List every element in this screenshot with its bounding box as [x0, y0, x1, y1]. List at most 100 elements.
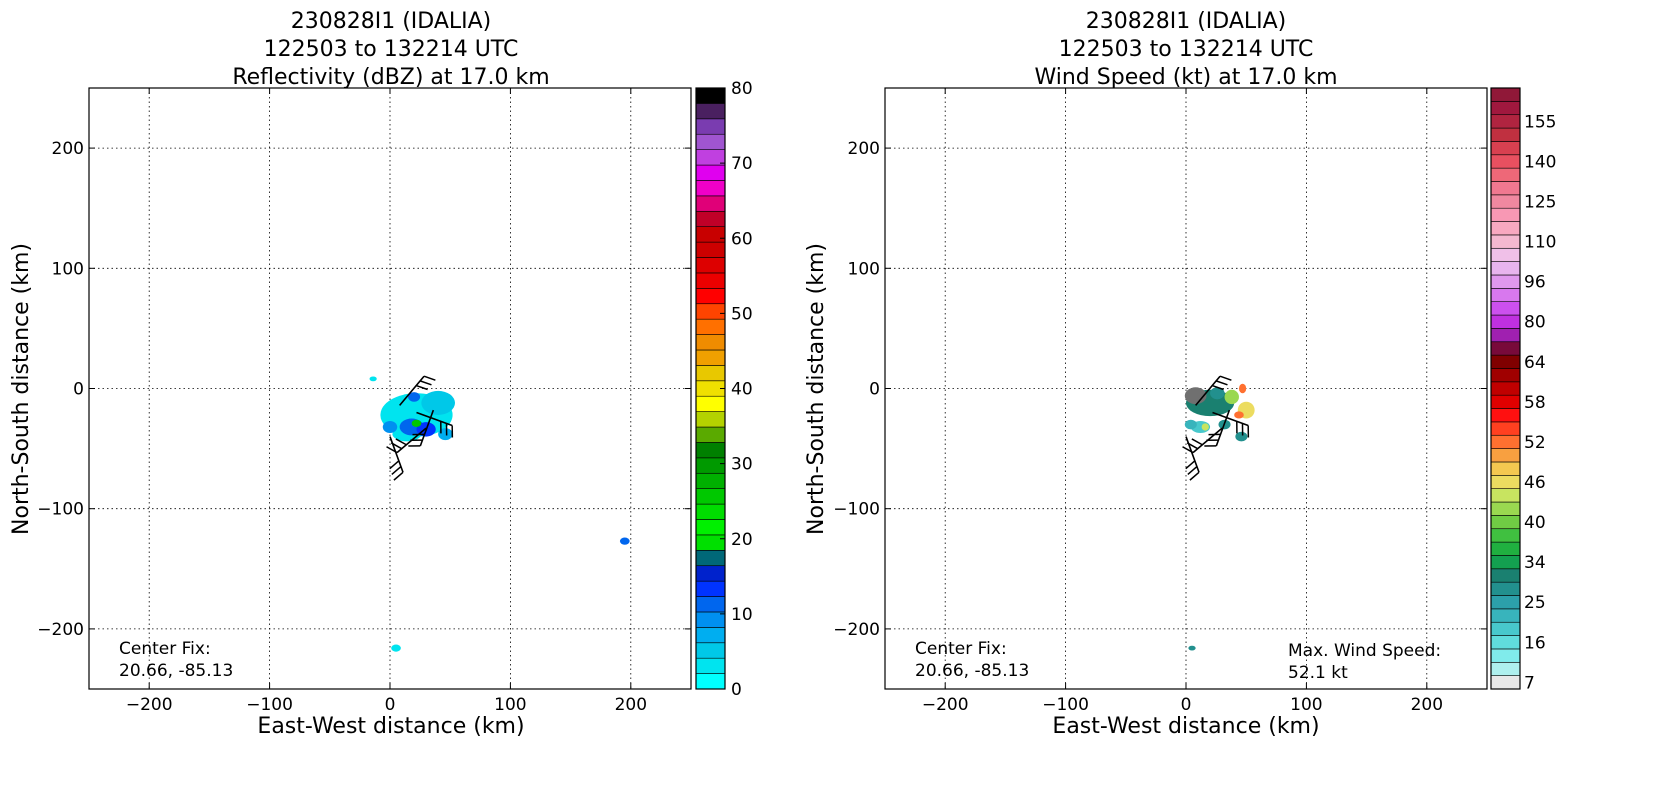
x-tick-label: 100	[1290, 695, 1322, 715]
wind-barb-flag	[1191, 438, 1203, 446]
wind-wind-barbs	[1182, 375, 1250, 481]
echo-region	[1184, 419, 1197, 430]
colorbar-segment	[1490, 341, 1521, 356]
x-tick-label: 100	[494, 695, 526, 715]
wind-speed-panel: 230828I1 (IDALIA) 122503 to 132214 UTC W…	[804, 9, 1556, 739]
echo-region	[1238, 383, 1247, 394]
reflectivity-center-fix-label: Center Fix:	[119, 639, 211, 659]
colorbar-segment	[1490, 421, 1521, 436]
reflectivity-data	[369, 376, 630, 652]
colorbar-segment	[1490, 541, 1521, 556]
colorbar-segment	[1490, 274, 1521, 289]
colorbar-frame	[1490, 87, 1521, 690]
colorbar-segment	[695, 210, 726, 227]
colorbar-segment	[695, 164, 726, 181]
echo-region	[382, 420, 398, 433]
reflectivity-xlabel: East-West distance (km)	[257, 714, 524, 739]
y-tick-label: 200	[848, 139, 880, 159]
wind-grid	[885, 88, 1487, 689]
colorbar-segment	[695, 257, 726, 274]
colorbar-segment	[695, 365, 726, 382]
colorbar-tick-label: 110	[1524, 233, 1556, 253]
colorbar-segment	[1490, 515, 1521, 530]
echo-region	[1188, 645, 1196, 651]
wind-barb-flag	[391, 466, 402, 475]
colorbar-segment	[1490, 475, 1521, 489]
colorbar-segment	[1490, 221, 1521, 236]
reflectivity-title-line-3: Reflectivity (dBZ) at 17.0 km	[232, 65, 549, 90]
reflectivity-panel: 230828I1 (IDALIA) 122503 to 132214 UTC R…	[9, 9, 753, 739]
colorbar-segment	[695, 550, 726, 567]
colorbar-segment	[1490, 301, 1521, 316]
colorbar-segment	[1490, 661, 1521, 676]
wind-barb-staff	[1212, 411, 1249, 427]
wind-title-line-2: 122503 to 132214 UTC	[1059, 37, 1314, 62]
colorbar-segment	[695, 411, 726, 428]
wind-xlabel: East-West distance (km)	[1052, 714, 1319, 739]
wind-barb-flag	[423, 375, 436, 381]
colorbar-segment	[695, 657, 726, 674]
colorbar-segment	[695, 226, 726, 243]
colorbar-segment	[695, 519, 726, 536]
echo-region	[369, 376, 377, 382]
colorbar-segment	[1490, 101, 1521, 116]
colorbar-segment	[1490, 448, 1521, 463]
colorbar-segment	[1490, 434, 1521, 449]
colorbar-tick-label: 52	[1524, 433, 1546, 453]
echo-region	[1201, 423, 1209, 431]
colorbar-segment	[695, 288, 726, 305]
reflectivity-grid	[89, 88, 691, 689]
colorbar-segment	[1490, 87, 1521, 102]
colorbar-segment	[1490, 635, 1521, 650]
echo-region	[411, 419, 422, 427]
colorbar-segment	[695, 580, 726, 597]
y-tick-label: 0	[869, 380, 880, 400]
colorbar-segment	[695, 395, 726, 412]
max-wind-speed-value: 52.1 kt	[1288, 663, 1348, 683]
wind-axis-ticks: −200 −100 0 100 200 −200 −100 0 100 200	[833, 88, 1487, 715]
colorbar-segment	[695, 103, 726, 120]
colorbar-tick-label: 30	[731, 455, 753, 475]
max-wind-speed-label: Max. Wind Speed:	[1288, 641, 1441, 661]
y-tick-label: 200	[52, 139, 84, 159]
echo-region	[1235, 431, 1248, 442]
wind-colorbar: 7 16 25 34 40 46 52 58 64 80 96 110 125 140 155	[1490, 87, 1556, 693]
wind-barb-flag	[395, 438, 407, 446]
colorbar-segment	[1490, 261, 1521, 276]
colorbar-segment	[1490, 141, 1521, 156]
wind-barb-staff	[399, 375, 425, 406]
colorbar-segment	[1490, 127, 1521, 142]
y-tick-label: −200	[37, 620, 84, 640]
colorbar-segment	[695, 642, 726, 659]
colorbar-segment	[695, 318, 726, 335]
y-tick-label: −100	[37, 500, 84, 520]
colorbar-segment	[695, 565, 726, 582]
colorbar-segment	[1490, 154, 1521, 169]
colorbar-segment	[1490, 555, 1521, 570]
y-tick-label: −100	[833, 500, 880, 520]
colorbar-tick-label: 64	[1524, 353, 1546, 373]
colorbar-segment	[1490, 354, 1521, 369]
colorbar-segment	[1490, 368, 1521, 383]
reflectivity-title-line-2: 122503 to 132214 UTC	[264, 37, 519, 62]
colorbar-segment	[1490, 461, 1521, 476]
wind-barb-staff	[1195, 375, 1221, 406]
colorbar-segment	[1490, 181, 1521, 196]
colorbar-tick-label: 7	[1524, 673, 1535, 693]
y-tick-label: 100	[848, 259, 880, 279]
wind-barb-flag	[1182, 446, 1194, 454]
y-tick-label: 100	[52, 259, 84, 279]
colorbar-tick-label: 60	[731, 229, 753, 249]
colorbar-tick-label: 70	[731, 154, 753, 174]
colorbar-tick-label: 58	[1524, 393, 1546, 413]
colorbar-tick-label: 46	[1524, 473, 1546, 493]
colorbar-segment	[1490, 328, 1521, 343]
colorbar-segment	[695, 472, 726, 489]
colorbar-segment	[695, 627, 726, 644]
colorbar-segment	[1490, 207, 1521, 222]
wind-barb-flag	[1189, 471, 1200, 481]
colorbar-segment	[1490, 608, 1521, 623]
colorbar-segment	[1490, 621, 1521, 636]
wind-barb-staff	[1215, 409, 1231, 447]
